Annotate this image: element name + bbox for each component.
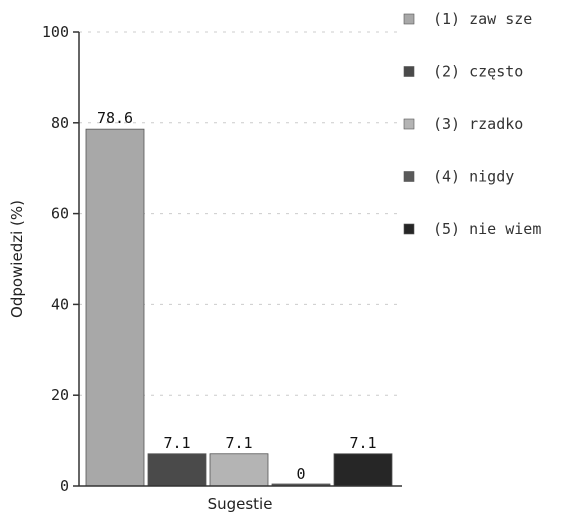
bar-data-label: 78.6 [97,109,133,127]
legend-label: (5) nie wiem [433,220,541,238]
y-tick-label: 40 [51,295,69,313]
y-tick-label: 0 [60,477,69,495]
y-tick-label: 60 [51,205,69,223]
bar [147,453,207,487]
legend-swatch [403,171,415,182]
y-axis-title: Odpowiedzi (%) [8,200,26,318]
legend-swatch [403,223,415,235]
legend-swatch [403,118,415,130]
y-ticks: 0 20 40 60 80 100 [42,23,79,495]
bar [333,453,393,487]
legend-label: (2) często [433,63,523,81]
legend-label: (1) zaw sze [433,10,532,28]
bar-data-label: 0 [296,465,305,483]
bar [209,453,269,487]
bars [85,128,393,487]
y-tick-label: 20 [51,386,69,404]
legend-label: (4) nigdy [433,168,514,186]
y-tick-label: 100 [42,23,69,41]
bar-data-label: 7.1 [225,434,252,452]
bar [85,128,145,487]
bar-data-label: 7.1 [349,434,376,452]
y-tick-label: 80 [51,114,69,132]
axes [78,32,402,487]
legend: (1) zaw sze (2) często (3) rzadko (4) nigdy… [403,10,541,238]
data-labels: 78.6 7.1 7.1 0 7.1 [97,109,377,483]
legend-swatch [403,66,415,77]
legend-swatch [403,13,415,25]
x-axis-title: Sugestie [208,495,273,513]
bar-data-label: 7.1 [163,434,190,452]
legend-label: (3) rzadko [433,115,523,133]
